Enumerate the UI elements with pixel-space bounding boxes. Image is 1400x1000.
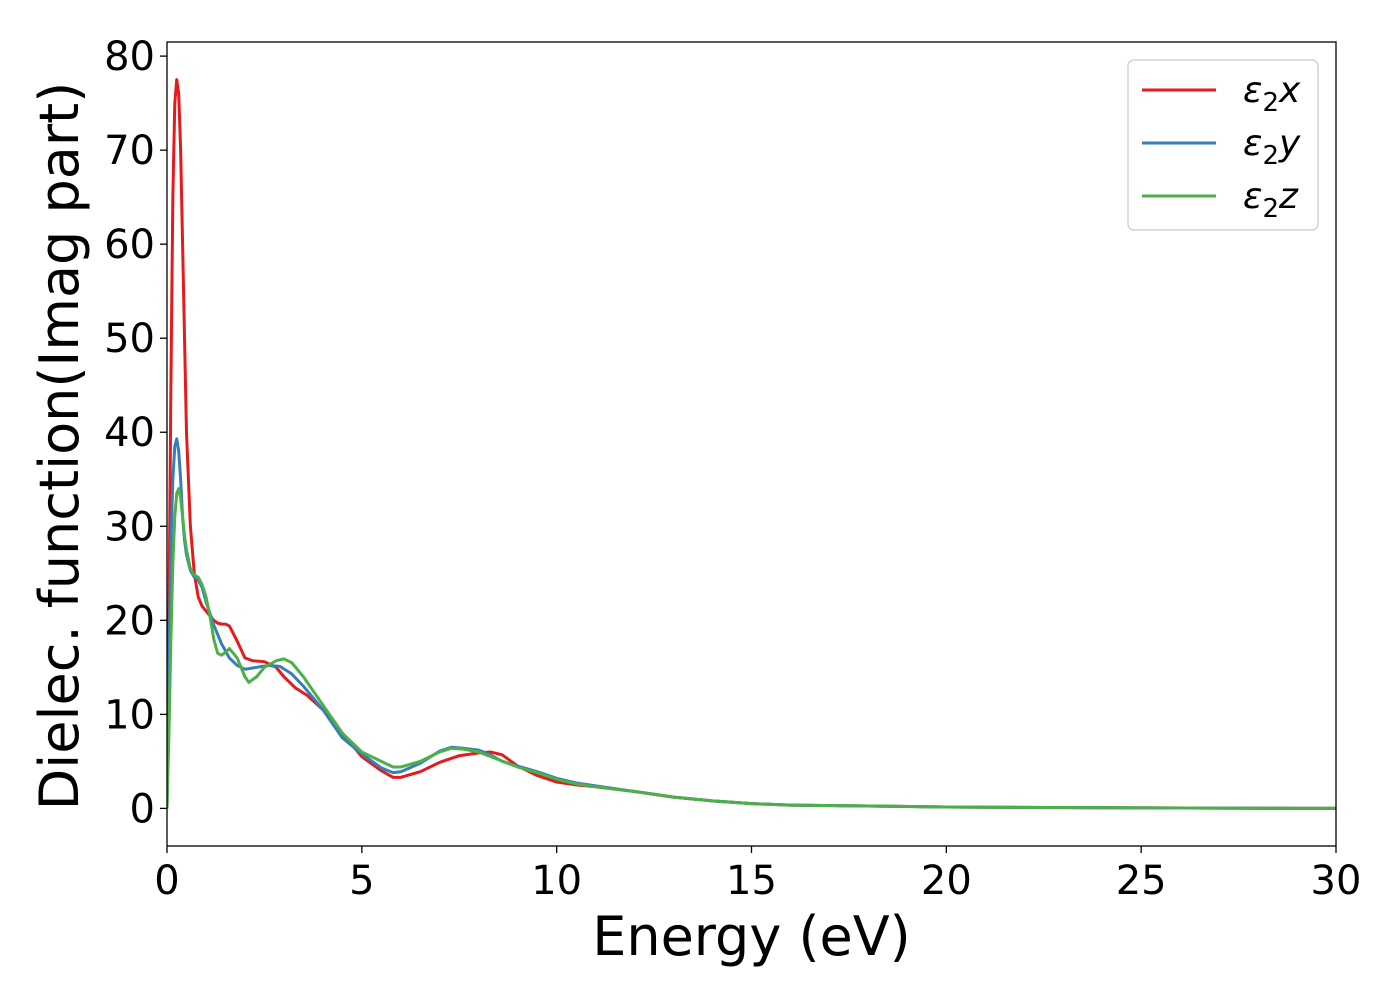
legend: ε2x ε2y ε2z <box>1127 59 1319 231</box>
y-tick-label: 80 <box>104 34 155 80</box>
ticks-layer: 0 5 10 15 20 25 30 0 10 20 30 40 50 60 70 80 <box>104 34 1361 904</box>
x-tick-label: 15 <box>726 858 777 904</box>
y-tick-label: 50 <box>104 316 155 362</box>
x-tick-label: 10 <box>531 858 582 904</box>
y-tick-label: 10 <box>104 692 155 738</box>
legend-box <box>1127 59 1319 231</box>
legend-label-x: ε2x <box>1243 70 1301 118</box>
y-tick-label: 0 <box>130 786 155 832</box>
y-tick-label: 20 <box>104 598 155 644</box>
series-line-y <box>167 437 1336 810</box>
y-axis-label: Dielec. function(Imag part) <box>28 82 91 811</box>
x-axis-label: Energy (eV) <box>592 905 911 968</box>
legend-label-y: ε2y <box>1243 123 1301 171</box>
x-tick-label: 0 <box>154 858 179 904</box>
x-tick-label: 30 <box>1311 858 1362 904</box>
series-layer <box>167 78 1336 810</box>
x-tick-label: 25 <box>1116 858 1167 904</box>
y-tick-label: 30 <box>104 504 155 550</box>
series-line-z <box>167 487 1336 810</box>
legend-label-z: ε2z <box>1243 176 1299 224</box>
x-tick-label: 20 <box>921 858 972 904</box>
x-tick-label: 5 <box>349 858 374 904</box>
y-tick-label: 40 <box>104 410 155 456</box>
y-tick-label: 70 <box>104 128 155 174</box>
y-tick-label: 60 <box>104 222 155 268</box>
